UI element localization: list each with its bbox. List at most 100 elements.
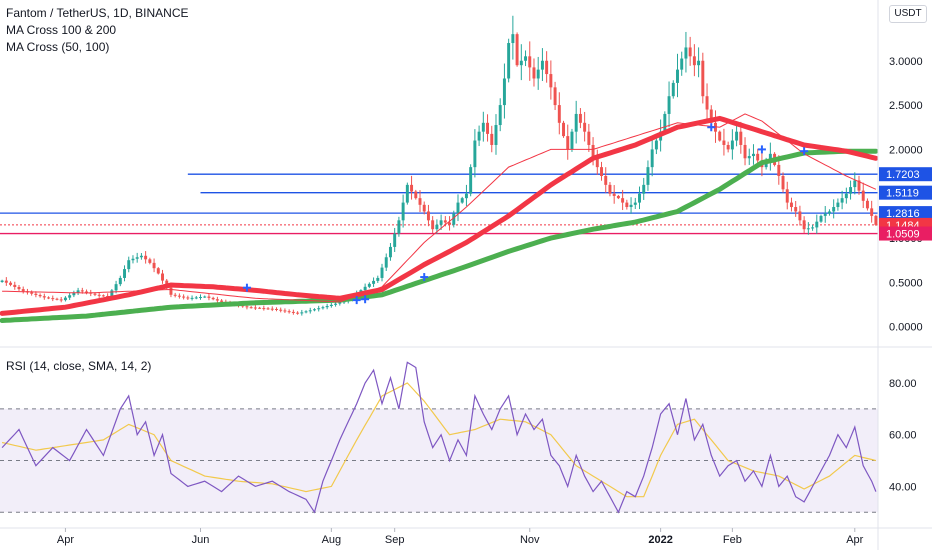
candle [156,267,160,275]
time-tick-label: 2022 [648,534,672,546]
candle [397,216,401,237]
candle [186,295,190,300]
candle [718,130,722,142]
candle [524,50,528,67]
candle [207,293,211,301]
candle [802,216,806,233]
cross-marker [757,145,766,154]
candle [621,189,625,211]
candle [317,305,321,312]
candle [604,167,608,193]
candle [473,129,477,178]
candle [51,295,55,302]
candle [262,305,266,311]
candle [431,216,435,234]
candle [638,186,641,210]
candle [393,227,397,253]
candle [17,284,21,291]
level-badge [879,206,932,221]
candle [118,275,122,287]
candle [819,214,823,223]
candle [616,194,620,200]
candle [380,263,384,282]
price-tick-label: 0.5000 [889,277,923,289]
candle [456,194,460,222]
rsi-panel [0,361,878,514]
candle [161,269,164,284]
candle [4,277,8,286]
candle [600,161,603,181]
candle [511,15,515,60]
candle [840,190,844,210]
candle [646,160,650,191]
cross-markers [242,123,809,305]
candle [566,124,570,160]
indicator-ma-cross-100-200[interactable]: MA Cross 100 & 200 [6,23,117,37]
level-badge [879,185,932,200]
candle [266,307,270,310]
candle [215,296,219,303]
candle [705,83,709,122]
candle [583,111,587,142]
candle [367,282,371,289]
time-tick-label: Apr [846,534,863,546]
level-label: 1.7203 [886,169,920,181]
candle [587,123,591,152]
candle [144,251,148,264]
candle [832,199,836,219]
candle [562,120,566,138]
candle [469,164,473,197]
candle [270,306,274,312]
candle [190,295,194,301]
time-tick-label: Apr [57,534,74,546]
time-tick-label: Feb [723,534,742,546]
price-tick-label: 2.0000 [889,144,923,156]
candle [612,185,616,204]
candle [536,56,540,90]
candle [684,31,688,73]
candle [426,204,430,227]
currency-button[interactable]: USDT [889,5,927,23]
candle [844,187,848,204]
candle [452,210,456,228]
candle [865,198,869,211]
level-label: 1.2816 [886,208,920,220]
candle [42,293,46,300]
candle [735,125,739,147]
candle [9,281,13,287]
candle [549,60,553,100]
candle [625,199,629,210]
candle [101,294,105,297]
candle [874,214,878,226]
candle [72,290,76,298]
indicator-ma-cross-50-100[interactable]: MA Cross (50, 100) [6,40,110,54]
candle [870,200,874,223]
candle [139,253,143,260]
ma-thin-line [2,113,877,303]
candle [279,307,283,313]
candle [384,253,388,271]
candle [557,92,561,135]
candle [258,306,262,309]
candle [836,198,840,211]
cross-marker [361,295,370,304]
candle [148,257,152,265]
candle [553,81,557,111]
candle [676,53,679,98]
candle [47,296,51,300]
candle [275,307,278,312]
candle [667,81,671,128]
rsi-title[interactable]: RSI (14, close, SMA, 14, 2) [6,359,152,373]
candle [177,293,181,299]
candle [464,184,468,207]
candle [494,114,498,155]
candle [768,142,772,171]
rsi-tick-label: 40.00 [889,481,917,493]
candle [709,105,713,127]
candle [114,280,118,294]
candle [376,275,380,283]
candle [574,100,578,144]
candle [460,196,464,204]
time-tick-label: Aug [322,534,342,546]
